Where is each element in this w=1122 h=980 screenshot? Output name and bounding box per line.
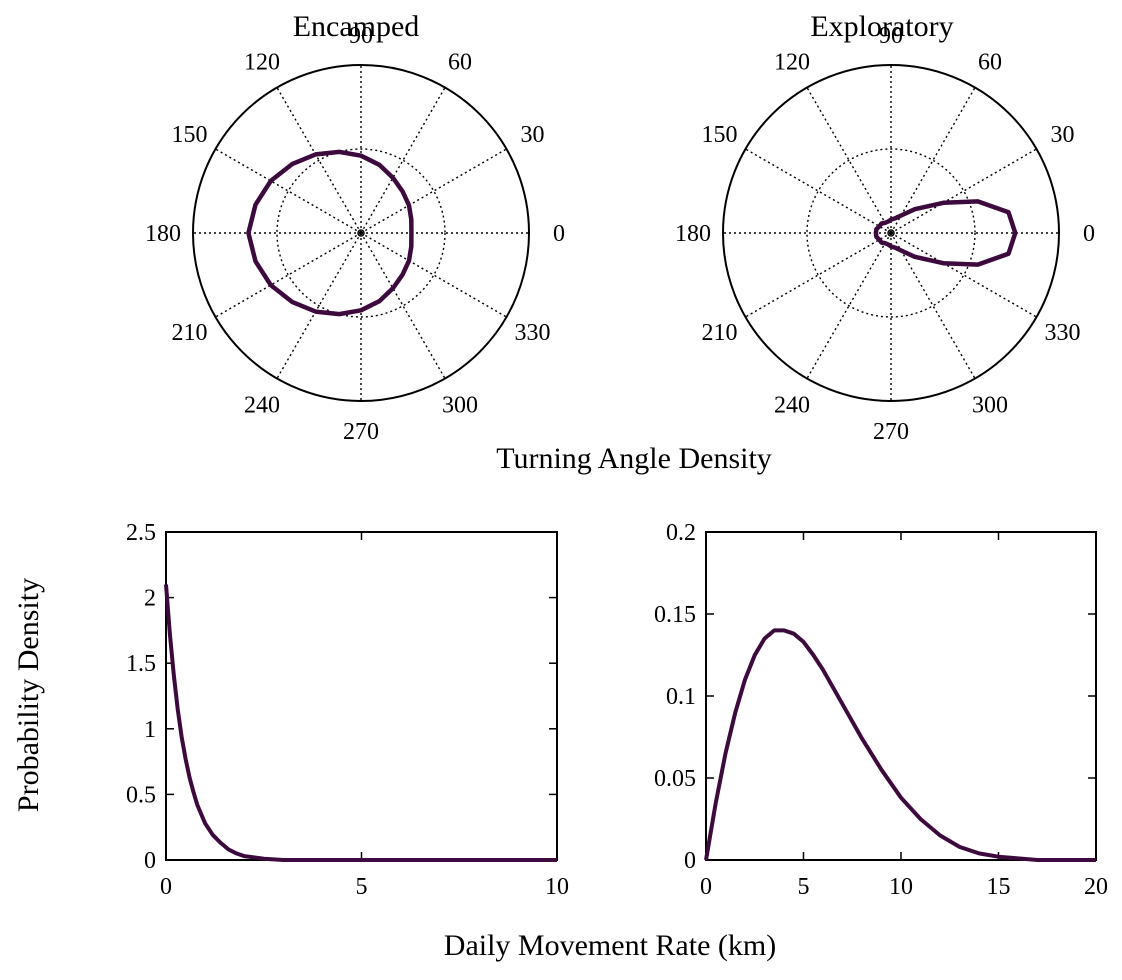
x-tick-label: 10 — [545, 874, 569, 900]
polar-spoke-60 — [360, 87, 446, 234]
polar-tick-label-330: 330 — [1044, 320, 1080, 346]
polar-tick-label-60: 60 — [978, 50, 1002, 76]
x-tick-label: 5 — [798, 874, 810, 900]
polar-outer-ring — [192, 64, 530, 402]
polar-tick-label-0: 0 — [1083, 221, 1095, 247]
y-tick-label: 0.5 — [126, 782, 156, 808]
polar-tick-label-0: 0 — [553, 221, 565, 247]
line-chart-right: 0 5 10 15 20 0 0.05 0.1 0.15 0.2 — [654, 520, 1108, 900]
y-tick-label: 0 — [684, 848, 696, 874]
polar-spoke-150 — [745, 148, 892, 234]
y-tick-label: 2.5 — [126, 520, 156, 546]
y-tick-label: 2 — [144, 586, 156, 612]
polar-tick-label-240: 240 — [774, 392, 810, 418]
polar-grid-ring — [276, 148, 446, 318]
x-tick-label: 0 — [160, 874, 172, 900]
polar-tick-label-150: 150 — [172, 122, 208, 148]
x-axis-label: Daily Movement Rate (km) — [444, 929, 776, 962]
polar-tick-label-120: 120 — [244, 50, 280, 76]
polar-center-dot — [887, 229, 895, 237]
line-chart-left: 0 5 10 0 0.5 1 1.5 2 2.5 — [126, 520, 569, 900]
y-tick-label: 0.2 — [666, 520, 696, 546]
x-tick-label: 20 — [1084, 874, 1108, 900]
polar-tick-label-120: 120 — [774, 50, 810, 76]
polar-tick-label-210: 210 — [702, 320, 738, 346]
polar-tick-label-180: 180 — [145, 221, 181, 247]
plot-frame — [165, 531, 558, 861]
density-curve-0 — [164, 584, 557, 862]
y-tick-label: 0.05 — [654, 766, 696, 792]
polar-density-curve-0 — [246, 149, 414, 317]
polar-tick-label-270: 270 — [343, 419, 379, 445]
polar-tick-label-300: 300 — [972, 392, 1008, 418]
polar-center-dot — [357, 229, 365, 237]
polar-spoke-240 — [276, 232, 362, 379]
x-tick-label: 5 — [356, 874, 368, 900]
polar-spoke-330 — [360, 232, 507, 318]
polar-section-label: Turning Angle Density — [496, 442, 772, 475]
y-tick-label: 0.1 — [666, 684, 696, 710]
y-tick-label: 1 — [144, 717, 156, 743]
x-tick-label: 10 — [889, 874, 913, 900]
polar-title-exploratory: Exploratory — [810, 10, 953, 43]
polar-tick-label-90: 90 — [349, 23, 373, 49]
polar-spoke-330 — [890, 232, 1037, 318]
polar-tick-label-60: 60 — [448, 50, 472, 76]
polar-tick-label-240: 240 — [244, 392, 280, 418]
y-tick-label: 1.5 — [126, 651, 156, 677]
polar-tick-label-270: 270 — [873, 419, 909, 445]
polar-spoke-60 — [890, 87, 976, 234]
polar-density-curve-0 — [873, 199, 1018, 267]
x-tick-label: 0 — [700, 874, 712, 900]
y-axis-label: Probability Density — [12, 578, 45, 812]
polar-tick-label-330: 330 — [514, 320, 550, 346]
polar-tick-label-90: 90 — [879, 23, 903, 49]
polar-spoke-210 — [745, 232, 892, 318]
polar-spoke-210 — [215, 232, 362, 318]
polar-outer-ring — [722, 64, 1060, 402]
polar-spoke-300 — [890, 232, 976, 379]
polar-tick-label-30: 30 — [520, 122, 544, 148]
y-tick-label: 0 — [144, 848, 156, 874]
density-curve-0 — [704, 628, 1096, 862]
x-tick-label: 15 — [987, 874, 1011, 900]
polar-title-encamped: Encamped — [293, 10, 420, 43]
polar-chart-encamped: Encamped 0 30 60 90 120 150 180 210 240 270 300 330 — [145, 10, 565, 445]
polar-spoke-120 — [276, 87, 362, 234]
polar-tick-label-180: 180 — [675, 221, 711, 247]
polar-spoke-240 — [806, 232, 892, 379]
polar-spoke-30 — [360, 148, 507, 234]
polar-grid-ring — [806, 148, 976, 318]
polar-spoke-30 — [890, 148, 1037, 234]
polar-spoke-300 — [360, 232, 446, 379]
plot-frame — [705, 531, 1097, 861]
polar-tick-label-30: 30 — [1050, 122, 1074, 148]
polar-tick-label-210: 210 — [172, 320, 208, 346]
polar-spoke-120 — [806, 87, 892, 234]
polar-spoke-150 — [215, 148, 362, 234]
y-tick-label: 0.15 — [654, 602, 696, 628]
polar-chart-exploratory: Exploratory 0 30 60 90 120 150 180 210 240 270 300… — [675, 10, 1095, 445]
polar-tick-label-300: 300 — [442, 392, 478, 418]
polar-tick-label-150: 150 — [702, 122, 738, 148]
